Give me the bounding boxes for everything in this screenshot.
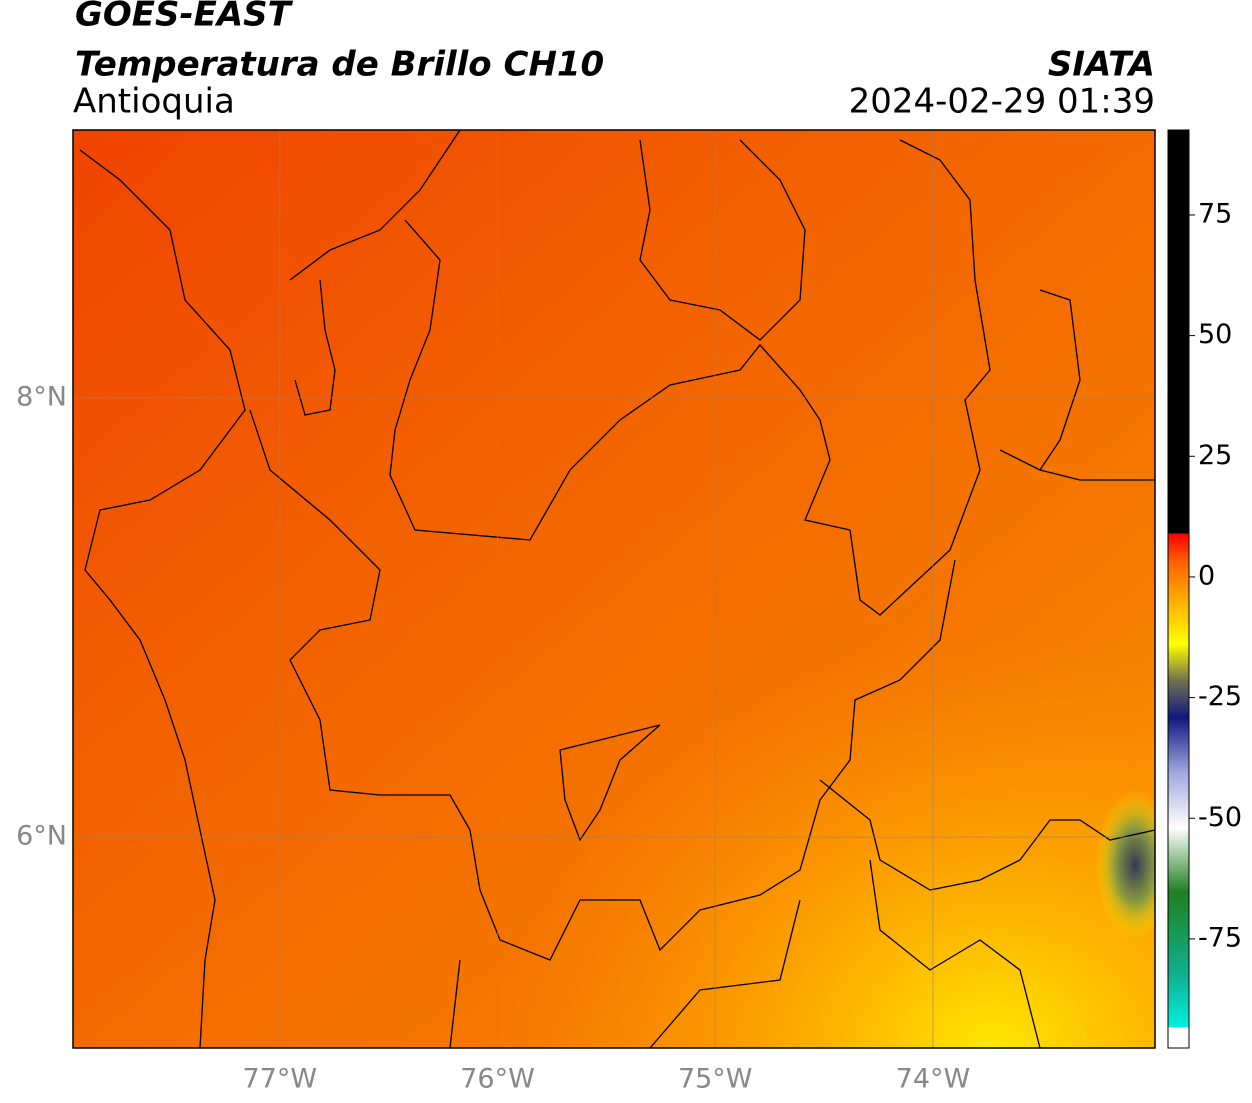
colorbar-tick-label: 0 [1198, 560, 1215, 591]
x-tick-label: 75°W [678, 1064, 753, 1095]
colorbar-tick-label: 50 [1198, 319, 1232, 350]
coastline [79, 149, 246, 1048]
colorbar-tick-label: -25 [1198, 681, 1242, 712]
x-tick-label: 77°W [243, 1064, 318, 1095]
subtitle: Temperatura de Brillo CH10 [75, 45, 604, 85]
map [73, 130, 1155, 1048]
department-border [249, 409, 956, 961]
source: SIATA [1048, 45, 1155, 85]
department-border [639, 139, 806, 341]
colorbar-tick-label: 75 [1198, 198, 1232, 229]
title: GOES-EAST [75, 0, 294, 35]
department-border [999, 289, 1155, 481]
y-tick-label: 6°N [16, 821, 67, 852]
map-frame [72, 129, 1156, 1049]
department-border [449, 724, 1155, 1048]
x-tick-label: 76°W [460, 1064, 535, 1095]
colorbar-tick-label: -75 [1198, 922, 1242, 953]
colorbar-tick-label: 25 [1198, 440, 1232, 471]
datetime: 2024-02-29 01:39 [849, 82, 1155, 122]
warm-area [73, 130, 1155, 1048]
coastline [289, 130, 461, 416]
department-border [389, 139, 991, 616]
colorbar-tick-label: -50 [1198, 802, 1242, 833]
colorbar [1167, 129, 1190, 1049]
x-tick-label: 74°W [896, 1064, 971, 1095]
cold-cloud [1095, 790, 1155, 940]
y-tick-label: 8°N [16, 381, 67, 412]
region: Antioquia [73, 82, 235, 122]
